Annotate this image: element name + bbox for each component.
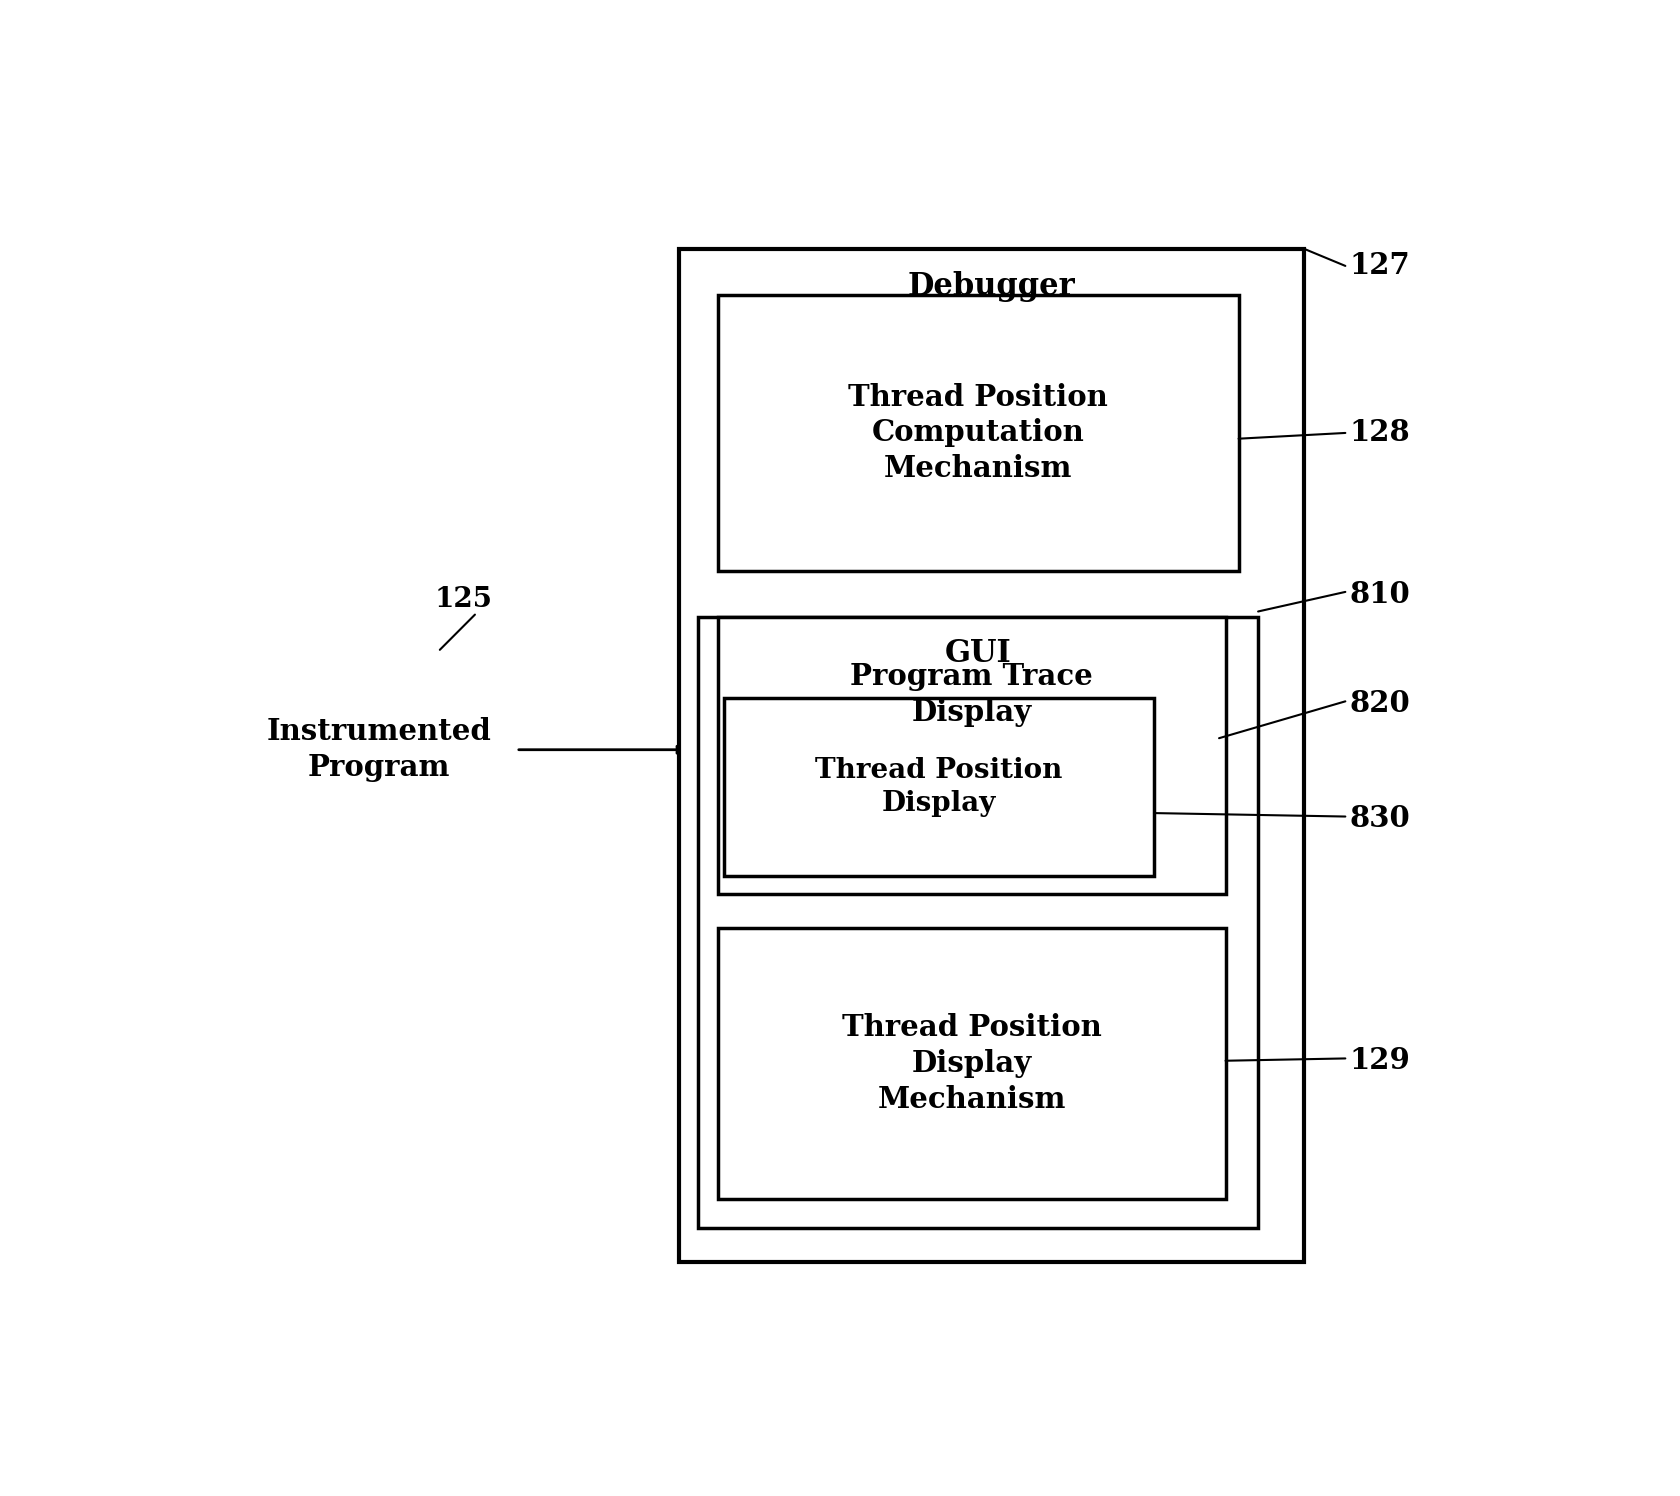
Text: 125: 125 <box>435 586 492 613</box>
Text: GUI: GUI <box>944 639 1011 669</box>
Bar <box>717 295 1238 571</box>
Text: 830: 830 <box>1349 805 1410 833</box>
Text: Thread Position
Display: Thread Position Display <box>815 757 1063 817</box>
Text: 820: 820 <box>1349 690 1410 718</box>
Text: Program Trace
Display: Program Trace Display <box>850 663 1094 727</box>
Text: Debugger: Debugger <box>907 271 1075 302</box>
Bar <box>717 618 1226 893</box>
Bar <box>699 618 1258 1228</box>
Text: Thread Position
Computation
Mechanism: Thread Position Computation Mechanism <box>848 383 1109 483</box>
Bar <box>717 928 1226 1198</box>
Text: Instrumented
Program: Instrumented Program <box>267 717 492 782</box>
Text: 128: 128 <box>1349 419 1410 447</box>
Text: 810: 810 <box>1349 580 1410 609</box>
Text: 127: 127 <box>1349 251 1410 280</box>
Text: Thread Position
Display
Mechanism: Thread Position Display Mechanism <box>842 1013 1102 1115</box>
Bar <box>724 697 1154 877</box>
Bar <box>679 248 1304 1263</box>
Text: 129: 129 <box>1349 1046 1410 1076</box>
